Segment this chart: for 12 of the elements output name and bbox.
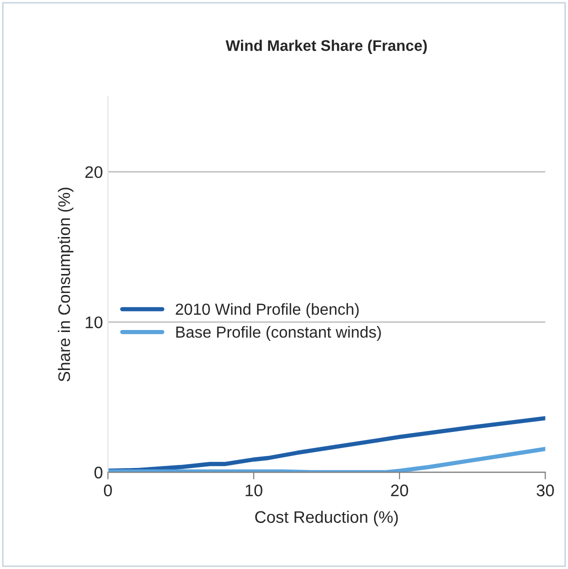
y-axis-title: Share in Consumption (%) <box>58 188 74 382</box>
legend-label: Base Profile (constant winds) <box>176 326 381 341</box>
x-tick-label: 30 <box>536 484 554 496</box>
chart-title: Wind Market Share (France) <box>226 40 427 54</box>
x-tick-label: 10 <box>246 484 262 496</box>
y-tick-label: 20 <box>85 166 102 178</box>
legend-label: 2010 Wind Profile (bench) <box>176 303 359 318</box>
x-tick-label: 0 <box>104 484 112 496</box>
x-tick-label: 20 <box>391 484 408 496</box>
x-axis-title: Cost Reduction (%) <box>255 510 398 526</box>
y-tick-label: 10 <box>86 316 102 328</box>
y-tick-label: 0 <box>94 466 102 478</box>
